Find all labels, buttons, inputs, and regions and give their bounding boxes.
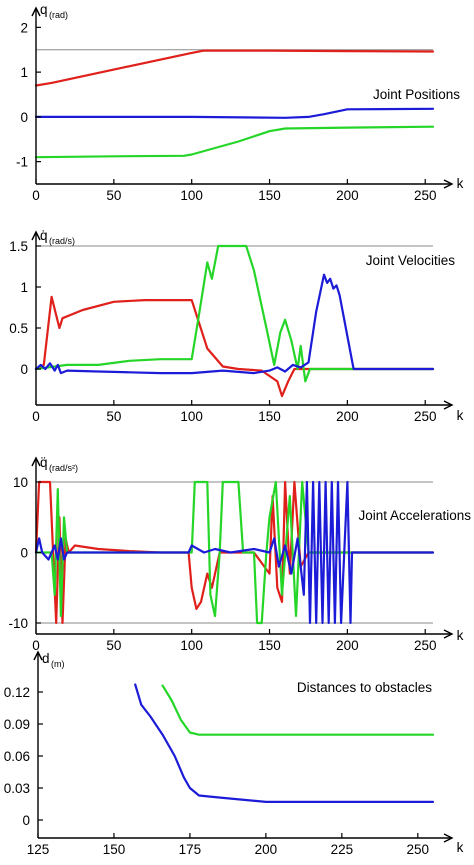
x-axis-arrow: [443, 629, 454, 639]
y-axis-label: d: [42, 651, 50, 666]
x-tick-label: 125: [27, 842, 50, 857]
series-line-2: [34, 480, 435, 625]
x-tick-label: 200: [336, 409, 359, 424]
x-tick-label: 0: [32, 409, 40, 424]
x-tick-label: 100: [180, 409, 203, 424]
series-line-3: [34, 273, 435, 375]
y-tick-label: 0.12: [4, 685, 30, 700]
x-tick-label: 200: [255, 842, 278, 857]
y-axis-label: q̇: [40, 228, 48, 243]
x-axis-arrow: [443, 400, 454, 410]
x-axis-label: k: [457, 176, 464, 191]
chart-panel-3: 0 50 100 150 200 250 -10 0 10 q̈ (rad/s²) k Joint Ac…: [8, 455, 471, 653]
x-tick-label: 150: [258, 188, 281, 203]
x-tick-label: 250: [414, 638, 437, 653]
x-tick-label: 150: [258, 638, 281, 653]
x-tick-label: 150: [103, 842, 126, 857]
x-axis-arrow: [443, 179, 454, 189]
y-axis-arrow: [31, 6, 41, 17]
y-tick-label: -1: [16, 155, 28, 170]
x-tick-label: 250: [407, 842, 430, 857]
y-tick-label: 1: [20, 280, 28, 295]
chart-panel-4: 125 150 175 200 225 250 0 0.03 0.06 0.09 0.12 d (m) k…: [4, 650, 464, 857]
y-tick-label: 1: [20, 65, 28, 80]
series-line-1: [161, 684, 435, 736]
x-tick-label: 225: [331, 842, 354, 857]
y-tick-label: 0.5: [9, 321, 28, 336]
y-tick-label: 2: [20, 20, 28, 35]
y-axis-arrow: [31, 230, 41, 241]
y-tick-label: 0: [20, 546, 28, 561]
y-axis-unit: (rad/s²): [49, 463, 78, 473]
x-tick-label: 250: [414, 409, 437, 424]
x-tick-label: 0: [32, 638, 40, 653]
y-axis-label: q: [40, 2, 48, 17]
series-line-2: [34, 244, 435, 383]
series-line-3: [34, 480, 435, 625]
x-tick-label: 150: [258, 409, 281, 424]
x-tick-label: 50: [106, 188, 121, 203]
x-tick-label: 50: [106, 638, 121, 653]
y-tick-label: 0: [20, 110, 28, 125]
series-line-1: [34, 49, 435, 87]
x-tick-label: 100: [180, 188, 203, 203]
y-tick-label: 0.09: [4, 717, 30, 732]
y-tick-label: 0: [22, 813, 30, 828]
chart-panel-2: 0 50 100 150 200 250 0 0.5 1 1.5 q̇ (rad/s) k Joint V…: [9, 228, 463, 424]
y-axis-unit: (m): [51, 659, 65, 669]
chart-annotation: Distances to obstacles: [297, 680, 432, 695]
y-axis-unit: (rad/s): [49, 236, 75, 246]
x-axis-label: k: [457, 840, 464, 855]
x-tick-label: 50: [106, 409, 121, 424]
x-axis-label: k: [457, 628, 464, 643]
chart-annotation: Joint Velocities: [366, 253, 456, 268]
x-tick-label: 0: [32, 188, 40, 203]
series-line-3: [34, 125, 435, 159]
chart-annotation: Joint Positions: [373, 87, 460, 102]
y-tick-label: 0.03: [4, 781, 30, 796]
y-axis-arrow: [33, 650, 43, 661]
y-tick-label: 10: [13, 475, 28, 490]
x-tick-label: 250: [414, 188, 437, 203]
y-axis-unit: (rad): [49, 10, 68, 20]
series-line-2: [34, 107, 435, 119]
y-tick-label: 0.06: [4, 749, 30, 764]
chart-annotation: Joint Accelerations: [358, 508, 471, 523]
x-tick-label: 175: [179, 842, 202, 857]
y-tick-label: -10: [8, 616, 28, 631]
chart-panel-1: 0 50 100 150 200 250 -1 0 1 2q (rad) k Joint Positio…: [16, 2, 464, 203]
y-axis-arrow: [31, 456, 41, 467]
x-tick-label: 200: [336, 638, 359, 653]
y-axis-label: q̈: [40, 455, 48, 470]
y-tick-label: 0: [20, 362, 28, 377]
x-axis-arrow: [443, 833, 454, 843]
x-tick-label: 200: [336, 188, 359, 203]
y-tick-label: 1.5: [9, 239, 28, 254]
x-tick-label: 100: [180, 638, 203, 653]
series-line-2: [134, 683, 435, 804]
series-line-1: [34, 295, 435, 398]
x-axis-label: k: [457, 408, 464, 423]
